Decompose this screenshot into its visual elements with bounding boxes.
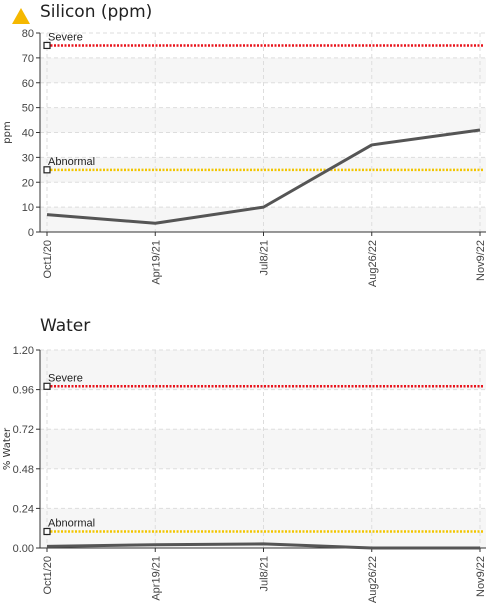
warning-icon [12, 8, 30, 24]
data-line [46, 128, 481, 225]
y-tick-label: 70 [22, 53, 34, 65]
y-tick-label: 0.48 [13, 464, 34, 476]
threshold-marker [43, 41, 51, 50]
threshold-marker [43, 527, 51, 536]
threshold-marker [43, 382, 51, 390]
y-tick-label: 0 [28, 227, 34, 239]
x-tick-label: Oct1/20 [42, 556, 54, 595]
x-tick-label: Jul8/21 [259, 556, 271, 591]
y-tick-label: 0.72 [13, 424, 34, 436]
threshold-label: Abnormal [48, 156, 95, 168]
y-tick-label: 60 [22, 78, 34, 90]
x-tick-label: Oct1/20 [42, 240, 54, 279]
x-tick-label: Aug26/22 [367, 556, 379, 603]
threshold-label: Severe [48, 372, 83, 384]
y-tick-label: 10 [22, 202, 34, 214]
y-tick-label: 1.20 [13, 345, 34, 357]
threshold-label: Severe [48, 31, 83, 43]
y-tick-label: 30 [22, 152, 34, 164]
x-tick-label: Aug26/22 [367, 240, 379, 287]
chart-title: Silicon (ppm) [40, 2, 152, 22]
y-tick-label: 40 [22, 128, 34, 140]
y-axis-label: % Water [2, 427, 13, 470]
y-tick-label: 0.96 [13, 385, 34, 397]
threshold-marker [43, 166, 51, 174]
y-tick-label: 20 [22, 177, 34, 189]
data-line [46, 542, 480, 550]
chart-title: Water [40, 316, 90, 336]
x-tick-label: Apr19/21 [150, 556, 162, 601]
x-tick-label: Apr19/21 [150, 240, 162, 285]
threshold-label: Abnormal [48, 518, 95, 530]
y-tick-label: 0.24 [13, 503, 34, 515]
x-tick-label: Nov9/22 [475, 240, 487, 281]
x-tick-label: Nov9/22 [475, 556, 487, 597]
x-tick-label: Jul8/21 [259, 240, 271, 275]
y-axis-label: ppm [2, 121, 13, 143]
grid-band [40, 350, 486, 390]
y-tick-label: 80 [22, 28, 34, 40]
y-tick-label: 50 [22, 103, 34, 115]
y-tick-label: 0.00 [13, 543, 34, 555]
